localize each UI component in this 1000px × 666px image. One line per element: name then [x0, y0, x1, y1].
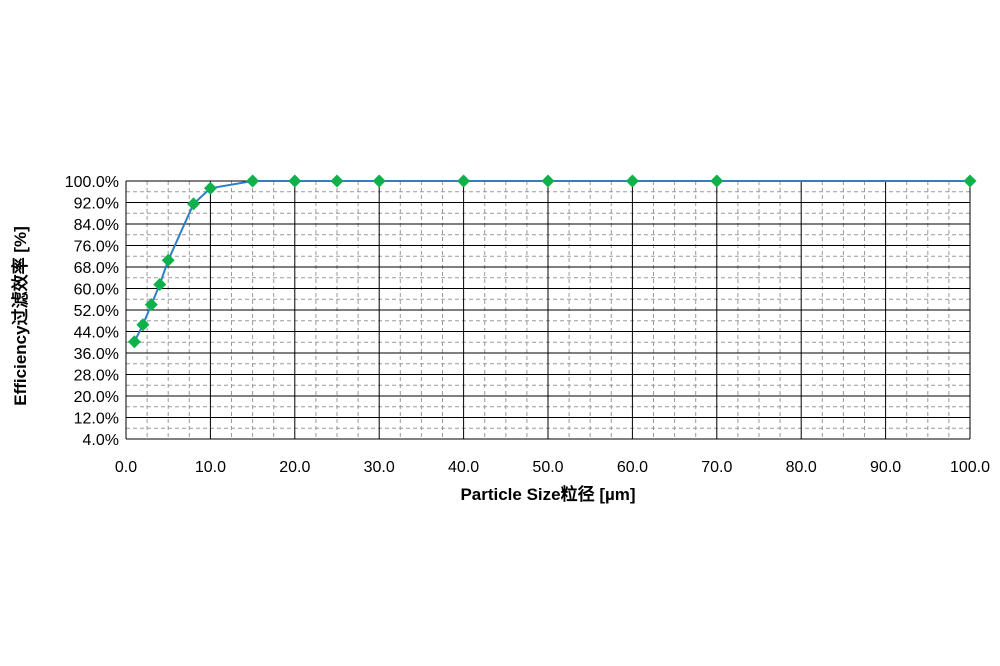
data-point-marker — [330, 174, 344, 188]
data-point-marker — [963, 174, 977, 188]
y-tick-label: 76.0% — [74, 239, 119, 256]
data-point-marker — [127, 335, 141, 349]
y-tick-label: 4.0% — [83, 432, 119, 449]
y-tick-label: 28.0% — [74, 368, 119, 385]
series-line — [133, 180, 970, 343]
y-tick-label: 12.0% — [74, 411, 119, 428]
x-tick-label: 80.0 — [786, 459, 817, 476]
data-point-marker — [372, 174, 386, 188]
series-group — [127, 174, 977, 349]
x-tick-label: 10.0 — [195, 459, 226, 476]
y-tick-label: 60.0% — [74, 282, 119, 299]
data-point-marker — [288, 174, 302, 188]
data-point-marker — [187, 197, 201, 211]
x-tick-label: 100.0 — [950, 459, 990, 476]
y-tick-label: 84.0% — [74, 217, 119, 234]
data-point-marker — [457, 174, 471, 188]
data-point-marker — [153, 277, 167, 291]
y-tick-labels: 100.0% 92.0% 84.0% 76.0% 68.0% 60.0% 52.0% 44.0… — [65, 174, 119, 449]
data-point-marker — [136, 318, 150, 332]
x-tick-labels: 0.0 10.0 20.0 30.0 40.0 50.0 60.0 70.0 80.0 90.0 1… — [115, 459, 990, 476]
x-tick-label: 50.0 — [532, 459, 563, 476]
data-point-marker — [161, 253, 175, 267]
x-tick-label: 70.0 — [701, 459, 732, 476]
y-tick-label: 44.0% — [74, 325, 119, 342]
data-point-marker — [246, 174, 260, 188]
data-point-marker — [203, 181, 217, 195]
y-tick-label: 36.0% — [74, 346, 119, 363]
x-tick-label: 0.0 — [115, 459, 137, 476]
y-tick-label: 68.0% — [74, 260, 119, 277]
data-point-marker — [144, 298, 158, 312]
x-tick-label: 30.0 — [364, 459, 395, 476]
x-tick-label: 20.0 — [279, 459, 310, 476]
x-tick-label: 90.0 — [870, 459, 901, 476]
y-axis-title: Efficiency过滤效率 [%] — [10, 226, 30, 405]
y-tick-label: 92.0% — [74, 196, 119, 213]
x-axis-title: Particle Size粒径 [µm] — [460, 484, 635, 504]
major-gridlines — [125, 180, 971, 440]
data-point-marker — [710, 174, 724, 188]
y-tick-label: 20.0% — [74, 389, 119, 406]
y-tick-label: 52.0% — [74, 303, 119, 320]
y-tick-label: 100.0% — [65, 174, 119, 191]
data-point-marker — [625, 174, 639, 188]
data-point-marker — [541, 174, 555, 188]
x-tick-label: 60.0 — [617, 459, 648, 476]
x-tick-label: 40.0 — [448, 459, 479, 476]
